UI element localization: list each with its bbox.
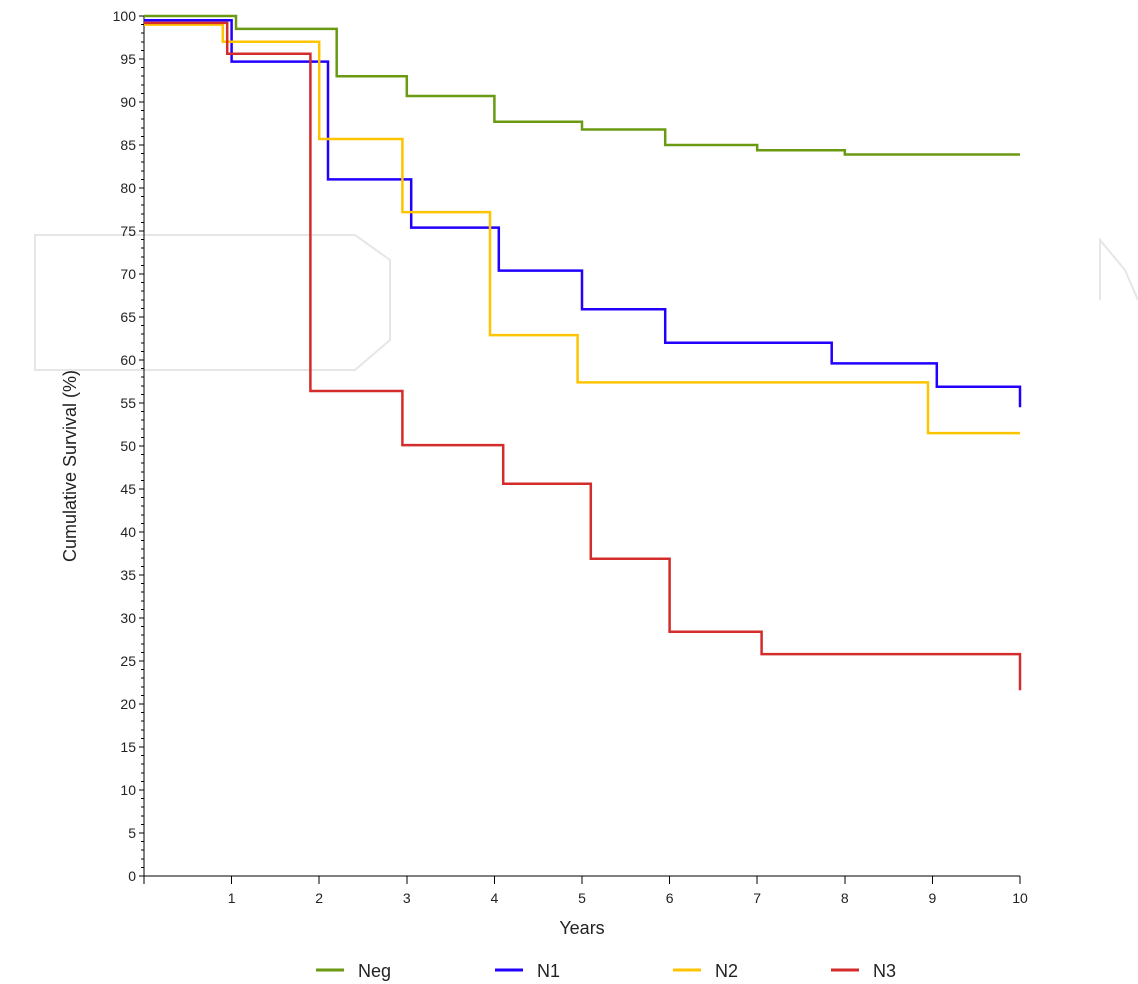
x-tick-label: 5: [578, 890, 586, 906]
y-tick-label: 100: [113, 8, 137, 24]
y-tick-label: 10: [120, 782, 136, 798]
y-tick-label: 65: [120, 309, 136, 325]
x-axis: 1 2 3 4 5 6 7 8 9 10: [143, 875, 1028, 906]
x-tick-label: 9: [929, 890, 937, 906]
series-line-neg: [144, 14, 1020, 156]
x-tick-label: 4: [491, 890, 499, 906]
legend-label: N2: [715, 961, 738, 981]
y-tick-label: 85: [120, 137, 136, 153]
y-tick-label: 90: [120, 94, 136, 110]
y-axis: 0 5 10 15 20 25 30 35 40 45 50 55 60 65 70 75 80 85 90 95 10…: [113, 8, 145, 884]
x-tick-label: 3: [403, 890, 411, 906]
y-tick-label: 80: [120, 180, 136, 196]
y-tick-label: 30: [120, 610, 136, 626]
y-tick-label: 75: [120, 223, 136, 239]
y-tick-label: 15: [120, 739, 136, 755]
y-tick-label: 45: [120, 481, 136, 497]
y-tick-label: 60: [120, 352, 136, 368]
plot-area: [144, 14, 1022, 691]
y-tick-label: 25: [120, 653, 136, 669]
series-line-n1: [144, 19, 1022, 408]
x-tick-label: 1: [228, 890, 236, 906]
series-line-n3: [144, 21, 1022, 691]
x-tick-label: 2: [315, 890, 323, 906]
series-line-n2: [144, 23, 1020, 435]
y-tick-label: 20: [120, 696, 136, 712]
y-tick-label: 40: [120, 524, 136, 540]
watermark-shape: [34, 234, 1138, 371]
y-tick-label: 5: [128, 825, 136, 841]
y-tick-label: 0: [128, 868, 136, 884]
legend-label: N1: [537, 961, 560, 981]
y-axis-title: Cumulative Survival (%): [60, 370, 80, 562]
x-tick-label: 7: [753, 890, 761, 906]
y-tick-label: 70: [120, 266, 136, 282]
x-tick-label: 10: [1012, 890, 1028, 906]
x-tick-label: 8: [841, 890, 849, 906]
y-tick-label: 50: [120, 438, 136, 454]
y-tick-label: 55: [120, 395, 136, 411]
y-tick-label: 35: [120, 567, 136, 583]
y-tick-label: 95: [120, 51, 136, 67]
legend-label: N3: [873, 961, 896, 981]
x-axis-title: Years: [559, 918, 604, 938]
x-tick-label: 6: [666, 890, 674, 906]
legend-label: Neg: [358, 961, 391, 981]
legend: Neg N1 N2 N3: [316, 961, 896, 981]
